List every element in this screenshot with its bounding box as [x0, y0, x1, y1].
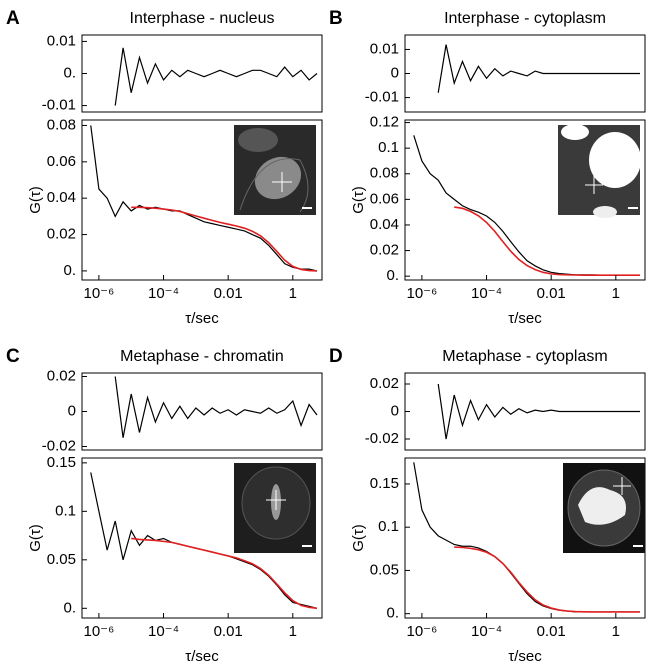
y-tick-label: 0.04: [47, 189, 76, 206]
data-line: [114, 376, 318, 438]
y-tick-label: 0.1: [378, 139, 399, 156]
y-tick-label: 0: [391, 402, 399, 419]
data-line: [90, 125, 318, 272]
y-tick-label: 0.: [63, 599, 76, 616]
data-line: [114, 47, 318, 106]
y-tick-label: 0.06: [370, 190, 399, 207]
panel-letter: A: [6, 8, 20, 29]
x-tick-label: 0.01: [537, 285, 566, 302]
y-tick-label: 0.02: [370, 375, 399, 392]
y-tick-label: 0.05: [47, 551, 76, 568]
data-line: [131, 537, 318, 610]
data-line: [437, 383, 640, 440]
y-tick-label: -0.01: [365, 89, 399, 106]
panel-letter: D: [329, 346, 343, 367]
y-tick-label: 0.02: [47, 226, 76, 243]
x-tick-label: 1: [289, 285, 297, 302]
x-tick-label: 0.01: [537, 623, 566, 640]
panel-title: Metaphase - chromatin: [120, 348, 284, 365]
x-tick-label: 10⁻⁶: [84, 623, 115, 640]
y-tick-label: 0.: [386, 605, 399, 622]
y-tick-label: 0.02: [370, 242, 399, 259]
y-tick-label: 0: [391, 64, 399, 81]
inset-image: [558, 124, 641, 218]
inset-image: [234, 463, 316, 553]
y-tick-label: 0.04: [370, 216, 399, 233]
y-axis-label: G(τ): [350, 186, 367, 214]
y-tick-label: 0.15: [47, 454, 76, 471]
y-tick-label: 0.1: [378, 518, 399, 535]
y-axis-label: G(τ): [27, 186, 44, 214]
y-tick-label: -0.02: [42, 437, 76, 454]
y-tick-label: 0.: [63, 262, 76, 279]
y-tick-label: 0.12: [370, 114, 399, 131]
panel-letter: B: [329, 8, 343, 29]
x-tick-label: 10⁻⁶: [407, 623, 438, 640]
plot-frame: [81, 34, 323, 113]
x-tick-label: 0.01: [214, 623, 243, 640]
x-tick-label: 0.01: [214, 285, 243, 302]
y-tick-label: 0.06: [47, 153, 76, 170]
y-tick-label: -0.02: [365, 430, 399, 447]
y-tick-label: 0.: [386, 267, 399, 284]
data-line: [454, 206, 640, 276]
plot-frame: [81, 372, 323, 451]
inset-image: [563, 463, 645, 553]
y-tick-label: 0.15: [370, 475, 399, 492]
data-line: [437, 44, 640, 93]
panel-letter: C: [6, 346, 20, 367]
x-tick-label: 1: [612, 623, 620, 640]
plot-frame: [404, 34, 646, 113]
panel-title: Interphase - cytoplasm: [444, 10, 606, 27]
x-axis-label: τ/sec: [508, 648, 542, 664]
y-tick-label: 0.05: [370, 561, 399, 578]
panel-title: Interphase - nucleus: [130, 10, 275, 27]
panel-title: Metaphase - cytoplasm: [442, 348, 607, 365]
x-tick-label: 1: [612, 285, 620, 302]
y-tick-label: 0.02: [47, 367, 76, 384]
x-tick-label: 10⁻⁶: [407, 285, 438, 302]
x-tick-label: 1: [289, 623, 297, 640]
data-line: [131, 206, 318, 272]
y-tick-label: 0.01: [47, 32, 76, 49]
y-tick-label: 0.08: [47, 116, 76, 133]
x-tick-label: 10⁻⁴: [471, 285, 502, 302]
plot-frame: [81, 457, 323, 619]
x-tick-label: 10⁻⁴: [148, 285, 179, 302]
plot-frame: [404, 119, 646, 281]
inset-image: [234, 125, 316, 215]
y-tick-label: 0.08: [370, 165, 399, 182]
x-axis-label: τ/sec: [185, 648, 219, 664]
y-axis-label: G(τ): [27, 524, 44, 552]
y-tick-label: 0.: [63, 64, 76, 81]
x-axis-label: τ/sec: [185, 310, 219, 327]
y-tick-label: 0.1: [55, 502, 76, 519]
x-tick-label: 10⁻⁴: [148, 623, 179, 640]
y-axis-label: G(τ): [350, 524, 367, 552]
data-line: [454, 546, 640, 613]
plot-frame: [404, 372, 646, 451]
x-tick-label: 10⁻⁶: [84, 285, 115, 302]
x-tick-label: 10⁻⁴: [471, 623, 502, 640]
x-axis-label: τ/sec: [508, 310, 542, 327]
y-tick-label: 0: [68, 402, 76, 419]
plot-frame: [81, 119, 323, 281]
y-tick-label: -0.01: [42, 97, 76, 114]
y-tick-label: 0.01: [370, 40, 399, 57]
